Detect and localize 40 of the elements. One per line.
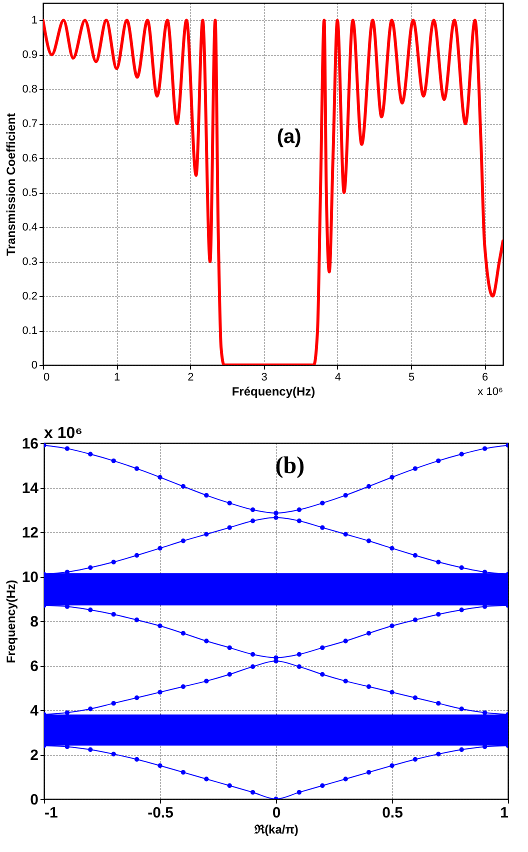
x-tick-label: -1 (44, 804, 58, 822)
x-axis-title: ℜ(ka/π) (254, 822, 298, 836)
y-tick-label: 12 (22, 524, 38, 542)
y-axis-title: Transmission Coefficient (4, 113, 18, 256)
x-tick-label: 0.5 (382, 804, 403, 822)
y-tick-label: 0.8 (22, 84, 38, 96)
y-tick-label: 0.9 (22, 49, 38, 62)
y-tick-label: 6 (30, 658, 38, 675)
x-tick-label: 1 (500, 804, 508, 822)
x-axis-title: Fréquency(Hz) (232, 384, 316, 398)
y-tick-label: 0.7 (22, 118, 38, 130)
y-tick-label: 0.2 (22, 290, 38, 303)
y-tick-label: 2 (30, 747, 38, 764)
annotation: (b) (275, 453, 305, 480)
y-axis-title: Frequency(Hz) (4, 580, 18, 664)
annotation: (a) (276, 126, 302, 148)
x-tick-label: 0 (44, 372, 50, 384)
y-tick-label: 8 (30, 614, 38, 630)
y-tick-label: 0.5 (22, 187, 38, 200)
x-tick-label: 3 (261, 372, 268, 384)
y-tick-label: 0.6 (22, 152, 38, 165)
y-tick-label: 16 (22, 436, 38, 452)
x-tick-label: 1 (114, 372, 120, 384)
x-tick-label: 6 (482, 372, 488, 384)
y-tick-label: 1 (31, 14, 38, 27)
x-tick-label: 4 (334, 372, 341, 384)
y-tick-label: 0.1 (22, 325, 38, 338)
x-tick-label: 5 (408, 372, 415, 384)
text: x 10⁶ (478, 386, 503, 398)
y-tick-label: 0.3 (22, 256, 38, 268)
text: x 10⁶ (44, 425, 83, 442)
x-tick-label: 0 (272, 804, 281, 822)
y-tick-label: 0.4 (22, 222, 38, 234)
y-tick-label: 10 (22, 569, 38, 586)
y-tick-label: 0 (30, 792, 38, 808)
y-tick-label: 0 (31, 360, 38, 372)
y-tick-label: 4 (30, 702, 40, 720)
x-tick-label: 2 (188, 372, 194, 384)
x-tick-label: -0.5 (148, 804, 174, 822)
y-tick-label: 14 (22, 480, 40, 497)
